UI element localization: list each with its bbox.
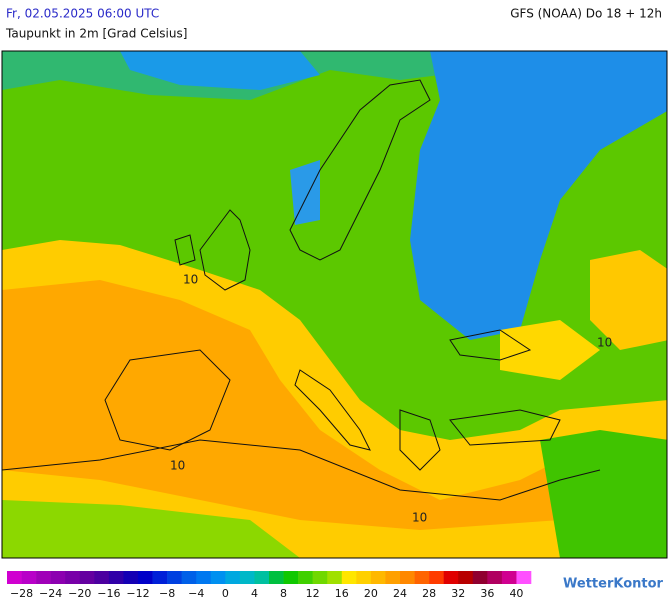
colorbar-swatch: [443, 571, 459, 584]
colorbar-swatch: [7, 571, 22, 584]
colorbar-swatch: [254, 571, 270, 584]
colorbar-label: 16: [335, 587, 349, 600]
colorbar-label: 20: [364, 587, 378, 600]
colorbar-swatch: [414, 571, 430, 584]
colorbar-label: −8: [159, 587, 175, 600]
model-run: GFS (NOAA) Do 18 + 12h: [510, 7, 662, 21]
colorbar-swatch: [36, 571, 51, 584]
colorbar-swatch: [516, 571, 532, 584]
colorbar-swatch: [487, 571, 503, 584]
colorbar-swatch: [225, 571, 241, 584]
contour-label: 10: [183, 273, 198, 287]
colorbar-label: 36: [480, 587, 494, 600]
colorbar-swatch: [269, 571, 284, 584]
colorbar-swatch: [108, 571, 124, 584]
colorbar-swatch: [472, 571, 488, 584]
field-yellow: [500, 320, 600, 380]
colorbar-swatch: [167, 571, 182, 584]
subtitle: Taupunkt in 2m [Grad Celsius]: [5, 27, 187, 41]
colorbar-label: 32: [451, 587, 465, 600]
coast-turkey: [449, 409, 561, 446]
coast-britain: [199, 209, 251, 291]
map-frame: [1, 50, 668, 559]
colorbar-swatch: [21, 571, 37, 584]
brand-logo: WetterKontor: [563, 577, 664, 592]
colorbar-label: −24: [39, 587, 62, 600]
coast-iberia: [104, 349, 231, 451]
field-blue: [410, 51, 667, 340]
field-green: [540, 430, 667, 558]
datetime: Fr, 02.05.2025 06:00 UTC: [6, 7, 159, 21]
colorbar-swatch: [298, 571, 313, 584]
map: 10 10 10 10: [2, 51, 667, 558]
colorbar-swatch: [138, 571, 153, 584]
contour-label: 10: [412, 511, 427, 525]
colorbar-swatch: [94, 571, 110, 584]
coast-greece: [399, 409, 441, 471]
field-blue: [290, 160, 320, 225]
field-yellow: [590, 250, 667, 350]
colorbar-label: 4: [251, 587, 258, 600]
field-orange: [2, 280, 560, 530]
colorbar-swatch: [429, 571, 444, 584]
colorbar-swatch: [312, 571, 328, 584]
colorbar-swatch: [239, 571, 255, 584]
colorbar-swatch: [50, 571, 66, 584]
colorbar-label: 0: [222, 587, 229, 600]
colorbar-swatch: [385, 571, 401, 584]
colorbar-label: 8: [280, 587, 287, 600]
colorbar-label: −12: [126, 587, 149, 600]
colorbar-swatch: [501, 571, 517, 584]
coast-africa: [2, 439, 601, 501]
colorbar: −28 −24 −20 −16 −12 −8 −4 0 4 8 12 16 20 24 28 32 36 40: [7, 571, 532, 600]
contour-labels: 10 10 10 10: [170, 273, 612, 525]
colorbar-swatch: [196, 571, 212, 584]
colorbar-label: −28: [10, 587, 33, 600]
coast-ireland: [174, 234, 196, 266]
contour-label: 10: [170, 459, 185, 473]
colorbar-swatch: [458, 571, 474, 584]
colorbar-label: 12: [306, 587, 320, 600]
colorbar-label: −4: [188, 587, 204, 600]
colorbar-swatch: [123, 571, 139, 584]
colorbar-swatch: [152, 571, 168, 584]
colorbar-label: −16: [97, 587, 120, 600]
coast-italy: [294, 369, 371, 451]
colorbar-swatch: [356, 571, 372, 584]
colorbar-label: 24: [393, 587, 407, 600]
colorbar-swatch: [283, 571, 299, 584]
colorbar-swatch: [79, 571, 95, 584]
colorbar-swatch: [370, 571, 386, 584]
colorbar-label: −20: [68, 587, 91, 600]
colorbar-swatch: [400, 571, 415, 584]
coastlines: [2, 79, 601, 501]
colorbar-swatch: [341, 571, 357, 584]
colorbar-swatch: [65, 571, 81, 584]
contour-label: 10: [597, 336, 612, 350]
colorbar-label: 40: [509, 587, 523, 600]
colorbar-label: 28: [422, 587, 436, 600]
colorbar-swatch: [327, 571, 343, 584]
colorbar-swatch: [210, 571, 226, 584]
coast-black-sea: [449, 329, 532, 361]
coast-scandinavia: [289, 79, 431, 261]
field-lime: [2, 500, 300, 558]
field-blue: [120, 51, 320, 90]
colorbar-swatch: [181, 571, 197, 584]
